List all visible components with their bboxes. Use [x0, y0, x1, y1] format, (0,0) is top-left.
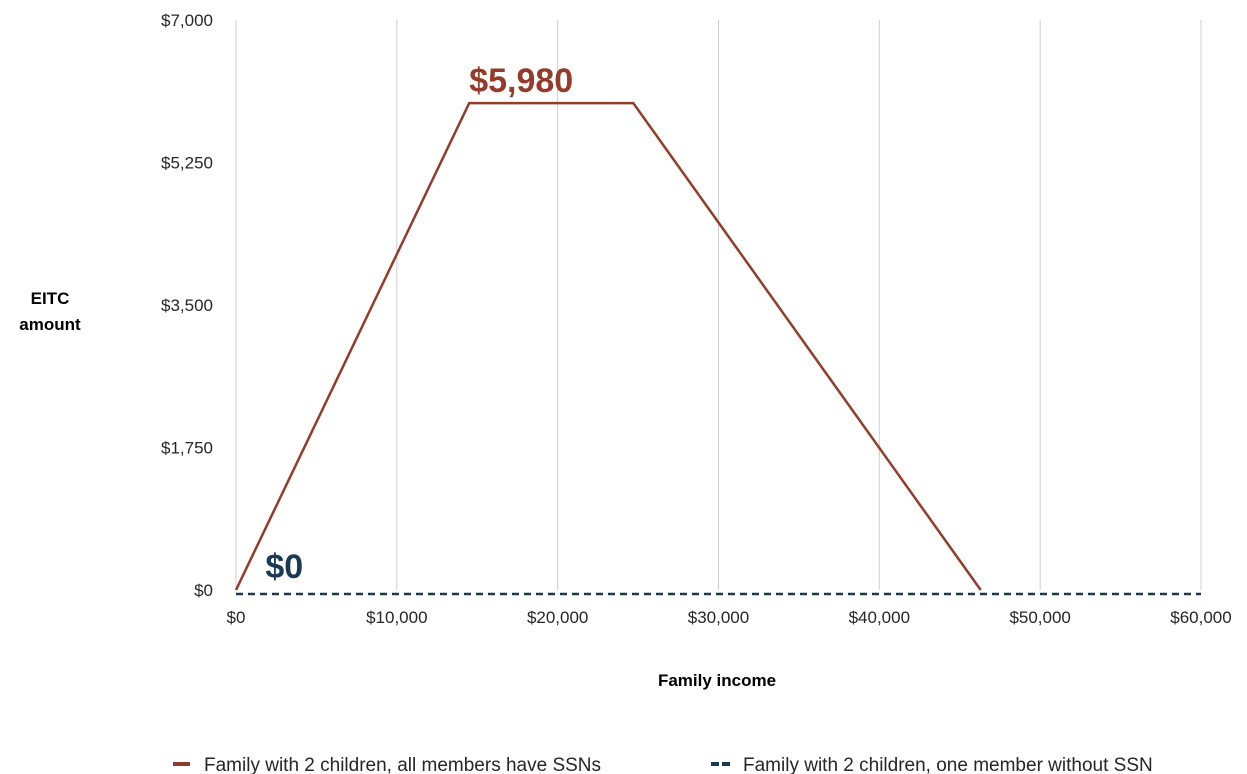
- data-label-0: $5,980: [469, 62, 573, 100]
- legend-label-ssn: Family with 2 children, all members have…: [204, 755, 601, 774]
- x-tick-label-1: $10,000: [366, 608, 427, 627]
- x-tick-label-2: $20,000: [527, 608, 588, 627]
- y-tick-label-1: $1,750: [161, 439, 213, 458]
- x-tick-label-0: $0: [227, 608, 246, 627]
- y-tick-label-0: $0: [194, 581, 213, 600]
- series-line-0: [234, 101, 982, 591]
- y-tick-label-4: $7,000: [161, 11, 213, 30]
- data-labels: $5,980 $0: [265, 62, 573, 586]
- gridlines: [235, 20, 1202, 590]
- x-axis-ticks: $0 $10,000 $20,000 $30,000 $40,000 $50,000 $60…: [227, 608, 1232, 627]
- y-tick-label-3: $5,250: [161, 154, 213, 173]
- y-axis-ticks: $0 $1,750 $3,500 $5,250 $7,000: [161, 11, 213, 600]
- y-axis-title-line-1: EITC: [31, 289, 70, 308]
- x-tick-label-5: $50,000: [1009, 608, 1070, 627]
- data-label-1: $0: [265, 548, 303, 586]
- legend-item-no-ssn: Family with 2 children, one member witho…: [711, 755, 1153, 774]
- x-axis-title: Family income: [658, 671, 776, 690]
- x-tick-label-6: $60,000: [1170, 608, 1231, 627]
- x-tick-label-3: $30,000: [688, 608, 749, 627]
- legend-item-ssn: Family with 2 children, all members have…: [173, 755, 601, 774]
- legend: Family with 2 children, all members have…: [173, 755, 1153, 774]
- x-tick-label-4: $40,000: [849, 608, 910, 627]
- series-lines: [234, 101, 1201, 596]
- y-tick-label-2: $3,500: [161, 296, 213, 315]
- y-axis-title-line-2: amount: [19, 315, 81, 334]
- legend-label-no-ssn: Family with 2 children, one member witho…: [743, 755, 1153, 774]
